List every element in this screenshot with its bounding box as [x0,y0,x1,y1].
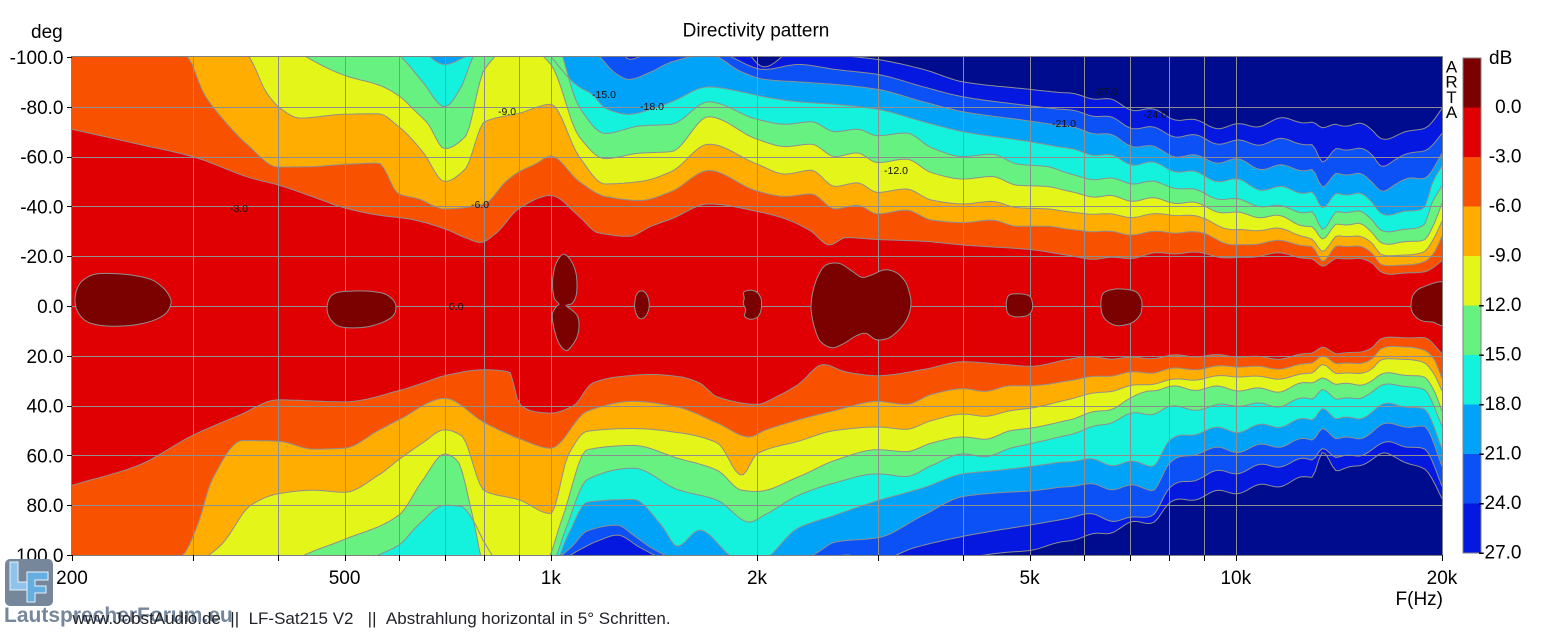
svg-text:-15.0: -15.0 [592,89,616,101]
svg-text:-9.0: -9.0 [1489,246,1522,267]
svg-text:-20.0: -20.0 [20,247,63,268]
svg-text:-21.0: -21.0 [1052,118,1076,130]
svg-text:www.JobstAudio.de || LF-Sat2: www.JobstAudio.de || LF-Sat215 V2 || Abs… [72,609,671,628]
svg-text:A: A [1446,103,1458,122]
svg-text:80.0: 80.0 [27,496,64,517]
svg-text:-12.0: -12.0 [884,165,908,177]
svg-text:-24.0: -24.0 [1143,109,1167,121]
svg-text:-6.0: -6.0 [471,199,489,211]
svg-text:-80.0: -80.0 [20,98,63,119]
svg-text:-6.0: -6.0 [1489,196,1522,217]
svg-text:20.0: 20.0 [27,347,64,368]
svg-text:0.0: 0.0 [37,297,63,318]
svg-text:-27.0: -27.0 [1478,543,1521,564]
svg-text:-12.0: -12.0 [1478,295,1521,316]
svg-text:A: A [1446,58,1458,77]
svg-text:40.0: 40.0 [27,397,64,418]
svg-text:2k: 2k [747,568,768,589]
svg-text:20k: 20k [1427,568,1458,589]
svg-text:R: R [1445,73,1457,92]
svg-text:F(Hz): F(Hz) [1396,589,1443,610]
svg-text:200: 200 [56,568,88,589]
svg-text:deg: deg [31,22,63,43]
svg-text:5k: 5k [1020,568,1041,589]
svg-text:-9.0: -9.0 [498,106,516,118]
svg-text:-24.0: -24.0 [1478,493,1521,514]
svg-text:-3.0: -3.0 [230,203,248,215]
svg-text:-60.0: -60.0 [20,148,63,169]
svg-text:500: 500 [329,568,361,589]
svg-text:-27.0: -27.0 [1094,86,1118,98]
svg-text:0.0: 0.0 [449,301,464,313]
svg-text:60.0: 60.0 [27,446,64,467]
svg-text:T: T [1446,88,1456,107]
svg-text:-100.0: -100.0 [10,48,64,69]
svg-text:10k: 10k [1220,568,1251,589]
svg-text:-15.0: -15.0 [1478,345,1521,366]
svg-text:dB: dB [1489,48,1512,69]
svg-text:-40.0: -40.0 [20,197,63,218]
svg-text:-18.0: -18.0 [640,101,664,113]
svg-text:LautsprecherForum.eu: LautsprecherForum.eu [4,604,233,627]
svg-text:-21.0: -21.0 [1478,444,1521,465]
svg-text:1k: 1k [541,568,562,589]
svg-text:Directivity pattern: Directivity pattern [683,21,830,42]
svg-text:-3.0: -3.0 [1489,147,1522,168]
svg-text:-18.0: -18.0 [1478,394,1521,415]
svg-text:0.0: 0.0 [1495,97,1521,118]
